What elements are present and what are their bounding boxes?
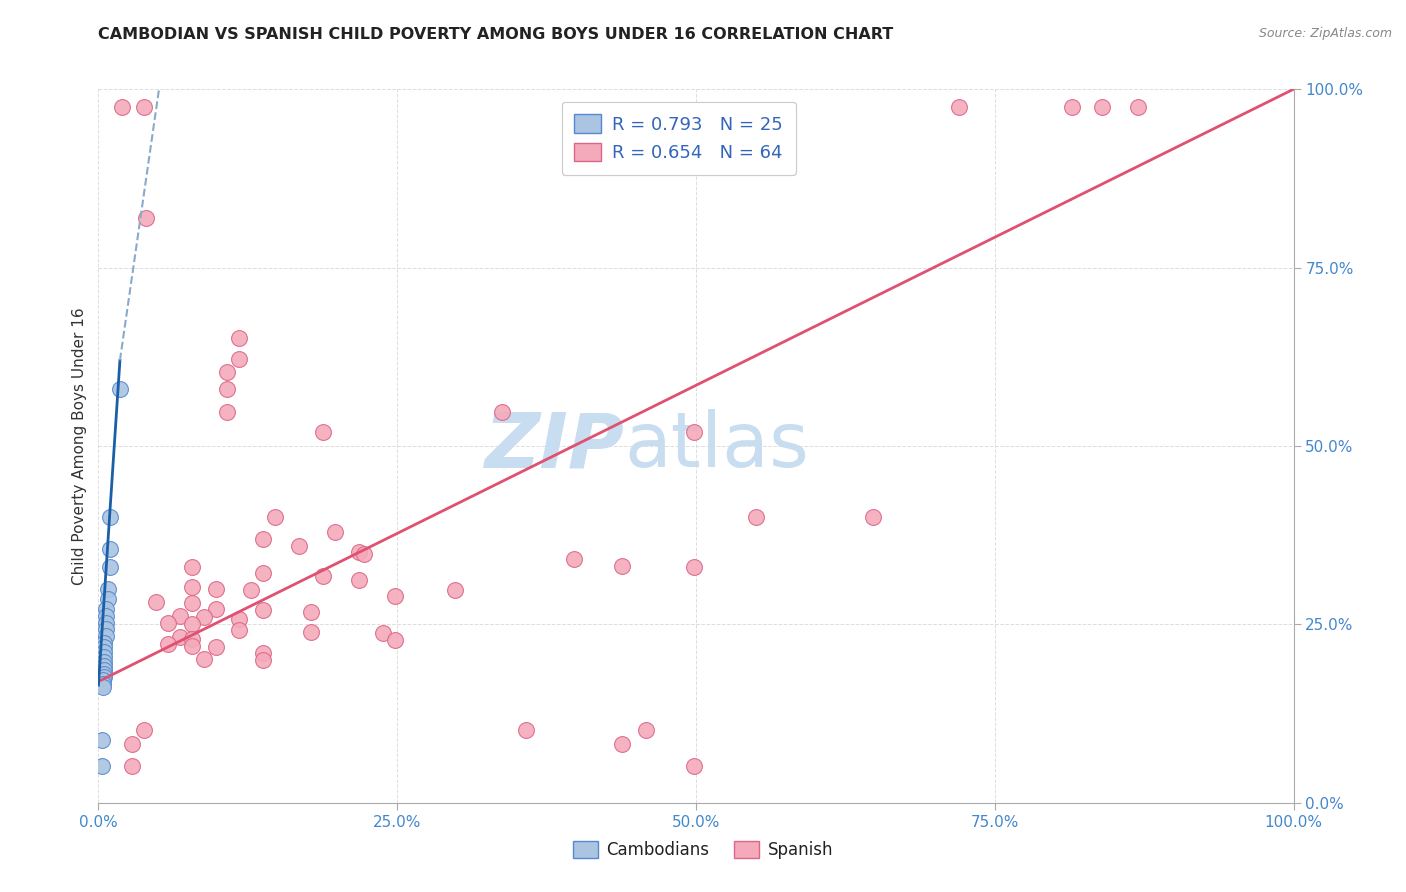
Point (562, 551, 585, 566)
Point (371, 626, 394, 640)
Point (299, 624, 322, 639)
Point (353, 548, 375, 562)
Legend: R = 0.793   N = 25, R = 0.654   N = 64: R = 0.793 N = 25, R = 0.654 N = 64 (561, 102, 796, 175)
Point (217, 382, 239, 396)
Point (1128, 100, 1150, 114)
Text: ZIP: ZIP (485, 409, 624, 483)
Point (94, 608, 117, 623)
Point (180, 580, 202, 594)
Point (132, 723, 155, 737)
Point (443, 583, 465, 598)
Point (299, 605, 322, 619)
Point (145, 594, 167, 608)
Point (228, 351, 250, 366)
Point (97, 582, 120, 596)
Point (252, 646, 274, 660)
Point (169, 630, 191, 644)
Point (132, 100, 155, 114)
Point (156, 615, 179, 630)
Point (91, 676, 114, 690)
Point (217, 405, 239, 419)
Point (204, 582, 226, 596)
Point (93, 644, 115, 658)
Text: Source: ZipAtlas.com: Source: ZipAtlas.com (1258, 27, 1392, 40)
Point (93, 655, 115, 669)
Point (745, 510, 768, 524)
Point (384, 589, 406, 603)
Point (682, 560, 704, 574)
Point (98, 560, 122, 574)
Point (108, 382, 131, 396)
Point (111, 100, 134, 114)
Point (93, 658, 115, 673)
Point (98, 510, 122, 524)
Point (634, 723, 657, 737)
Point (264, 510, 287, 524)
Point (98, 542, 122, 557)
Point (610, 558, 633, 573)
Point (94, 629, 117, 643)
Point (93, 636, 115, 650)
Point (93, 640, 115, 655)
Point (93, 670, 115, 684)
Point (347, 573, 370, 587)
Point (180, 617, 202, 632)
Point (682, 425, 704, 439)
Point (217, 366, 239, 380)
Point (91, 758, 114, 772)
Point (180, 639, 202, 653)
Point (515, 723, 537, 737)
Point (252, 532, 274, 546)
Point (193, 651, 215, 665)
Point (91, 680, 114, 694)
Point (610, 737, 633, 751)
Point (204, 640, 226, 655)
Point (180, 596, 202, 610)
Point (93, 666, 115, 681)
Legend: Cambodians, Spanish: Cambodians, Spanish (567, 834, 839, 866)
Point (91, 673, 114, 687)
Point (121, 758, 143, 772)
Point (94, 623, 117, 637)
Point (94, 615, 117, 630)
Point (323, 524, 346, 539)
Point (121, 737, 143, 751)
Point (94, 601, 117, 615)
Point (1062, 100, 1084, 114)
Point (193, 610, 215, 624)
Point (948, 100, 970, 114)
Point (347, 544, 370, 558)
Point (240, 583, 263, 598)
Point (135, 211, 157, 225)
Point (862, 510, 884, 524)
Point (228, 612, 250, 626)
Point (288, 539, 311, 553)
Point (491, 405, 513, 419)
Point (97, 592, 120, 607)
Point (91, 733, 114, 747)
Text: CAMBODIAN VS SPANISH CHILD POVERTY AMONG BOYS UNDER 16 CORRELATION CHART: CAMBODIAN VS SPANISH CHILD POVERTY AMONG… (98, 27, 894, 42)
Point (93, 663, 115, 677)
Point (180, 560, 202, 574)
Point (228, 330, 250, 344)
Point (93, 650, 115, 665)
Point (252, 566, 274, 580)
Point (228, 623, 250, 637)
Point (384, 633, 406, 648)
Point (682, 758, 704, 772)
Point (1091, 100, 1114, 114)
Point (204, 601, 226, 615)
Point (312, 569, 335, 583)
Point (312, 425, 335, 439)
Point (180, 632, 202, 646)
Point (252, 653, 274, 667)
Point (169, 608, 191, 623)
Y-axis label: Child Poverty Among Boys Under 16: Child Poverty Among Boys Under 16 (72, 307, 87, 585)
Point (156, 637, 179, 651)
Point (252, 603, 274, 617)
Text: atlas: atlas (624, 409, 808, 483)
